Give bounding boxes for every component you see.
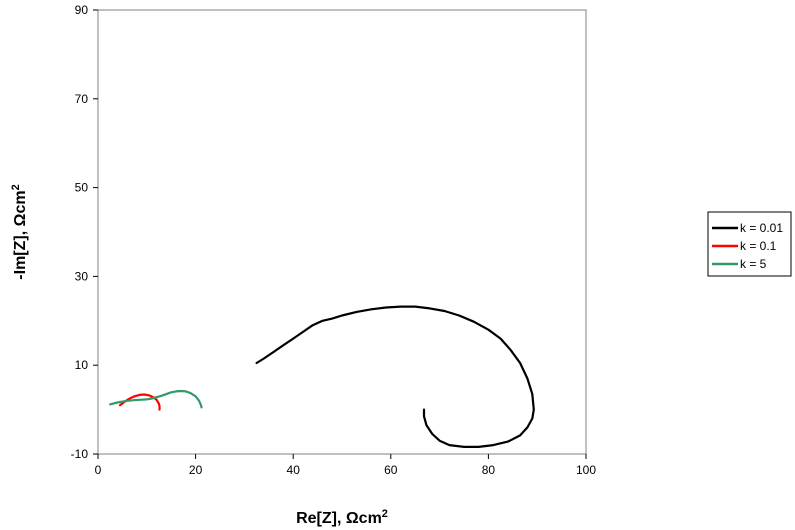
legend: k = 0.01 k = 0.1 k = 5 xyxy=(707,211,792,277)
series-line-3 xyxy=(109,389,203,409)
y-axis-title: -Im[Z], Ωcm2 xyxy=(10,184,29,279)
y-tick-label: 50 xyxy=(75,181,89,195)
x-tick-label: 100 xyxy=(576,463,596,477)
x-tick-label: 20 xyxy=(189,463,203,477)
legend-label: k = 5 xyxy=(740,257,767,271)
y-tick-label: 90 xyxy=(75,3,89,17)
y-tick-label: 70 xyxy=(75,92,89,106)
x-tick-label: 60 xyxy=(384,463,398,477)
legend-label: k = 0.1 xyxy=(740,239,777,253)
y-tick-label: 10 xyxy=(75,358,89,372)
y-tick-label: -10 xyxy=(71,447,89,461)
series-line-1 xyxy=(255,305,535,448)
y-tick-label: 30 xyxy=(75,269,89,283)
series-layer xyxy=(109,305,535,448)
x-tick-label: 40 xyxy=(287,463,301,477)
plot-area xyxy=(97,9,587,455)
x-axis-title: Re[Z], Ωcm2 xyxy=(296,508,388,527)
legend-box xyxy=(707,211,792,277)
axes: 0 20 40 60 80 100 -10 10 30 50 70 90 xyxy=(71,3,597,477)
legend-label: k = 0.01 xyxy=(740,221,783,235)
x-tick-label: 80 xyxy=(482,463,496,477)
x-tick-label: 0 xyxy=(95,463,102,477)
series-line-2 xyxy=(118,393,161,411)
